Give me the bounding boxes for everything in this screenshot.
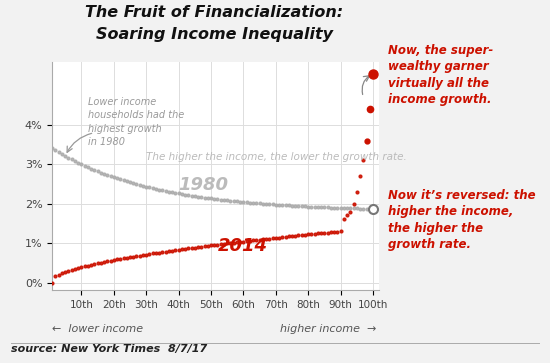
Text: higher income  →: higher income → (280, 323, 377, 334)
Text: Soaring Income Inequality: Soaring Income Inequality (96, 27, 333, 42)
Text: ←  lower income: ← lower income (52, 323, 144, 334)
Text: 2014: 2014 (217, 237, 267, 255)
Text: 1980: 1980 (179, 176, 229, 194)
Text: Now it’s reversed: the
higher the income,
the higher the
growth rate.: Now it’s reversed: the higher the income… (388, 189, 535, 251)
Text: The Fruit of Financialization:: The Fruit of Financialization: (85, 5, 344, 20)
Text: Lower income
households had the
highest growth
in 1980: Lower income households had the highest … (88, 97, 184, 147)
Text: The higher the income, the lower the growth rate.: The higher the income, the lower the gro… (146, 152, 407, 162)
Text: source: New York Times  8/7/17: source: New York Times 8/7/17 (11, 344, 207, 354)
Text: Now, the super-
wealthy garner
virtually all the
income growth.: Now, the super- wealthy garner virtually… (388, 44, 493, 106)
